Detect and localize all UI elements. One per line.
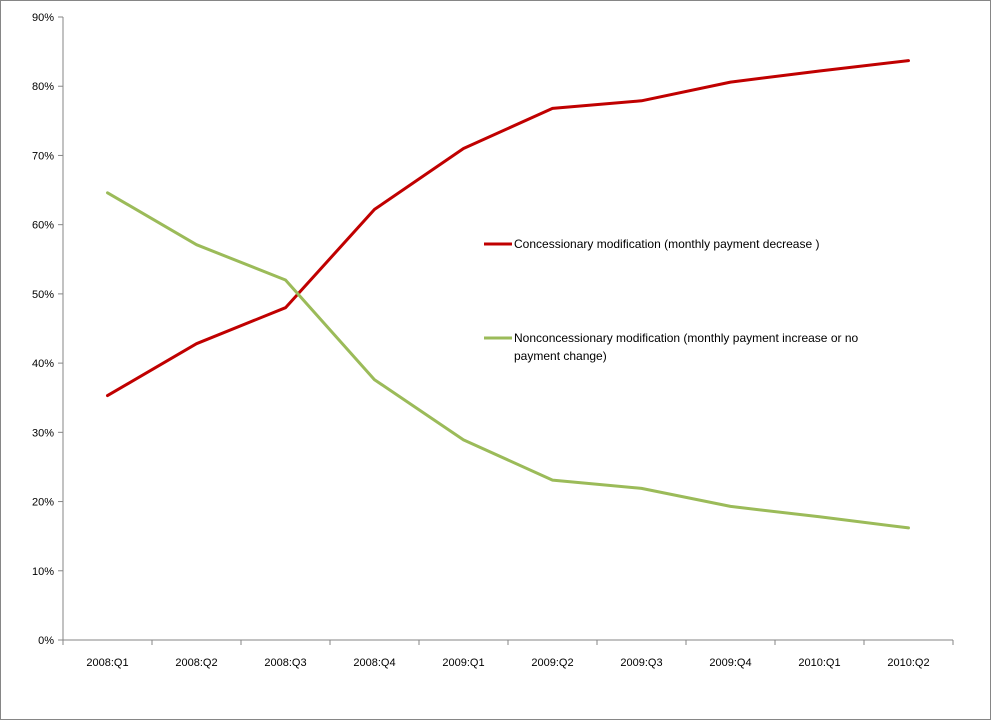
x-tick-label: 2008:Q2: [175, 657, 217, 669]
x-tick-label: 2010:Q1: [798, 657, 840, 669]
y-tick-label: 40%: [32, 358, 54, 370]
x-tick-label: 2008:Q3: [264, 657, 306, 669]
y-tick-label: 20%: [32, 497, 54, 509]
x-tick-label: 2008:Q1: [86, 657, 128, 669]
series-layer: [106, 59, 910, 530]
legend-label: Concessionary modification (monthly paym…: [514, 237, 819, 251]
x-tick-label: 2009:Q3: [620, 657, 662, 669]
y-tick-label: 10%: [32, 566, 54, 578]
x-tick-label: 2008:Q4: [353, 657, 395, 669]
y-tick-label: 60%: [32, 220, 54, 232]
x-tick-label: 2009:Q4: [709, 657, 751, 669]
y-tick-label: 90%: [32, 12, 54, 24]
legend-label: Nonconcessionary modification (monthly p…: [514, 331, 858, 345]
legend: Concessionary modification (monthly paym…: [484, 237, 858, 363]
x-tick-label: 2010:Q2: [887, 657, 929, 669]
y-tick-label: 70%: [32, 150, 54, 162]
x-tick-label: 2009:Q1: [442, 657, 484, 669]
x-tick-label: 2009:Q2: [531, 657, 573, 669]
y-tick-label: 0%: [38, 635, 54, 647]
y-tick-label: 50%: [32, 289, 54, 301]
concessionary-series-line: [106, 59, 910, 398]
y-tick-label: 80%: [32, 81, 54, 93]
legend-label: payment change): [514, 349, 607, 363]
axes: 0% 10% 20% 30% 40% 50% 60% 70% 80% 90% 2008:Q1 2008…: [32, 12, 954, 669]
y-tick-label: 30%: [32, 427, 54, 439]
nonconcessionary-series-line: [106, 191, 910, 530]
